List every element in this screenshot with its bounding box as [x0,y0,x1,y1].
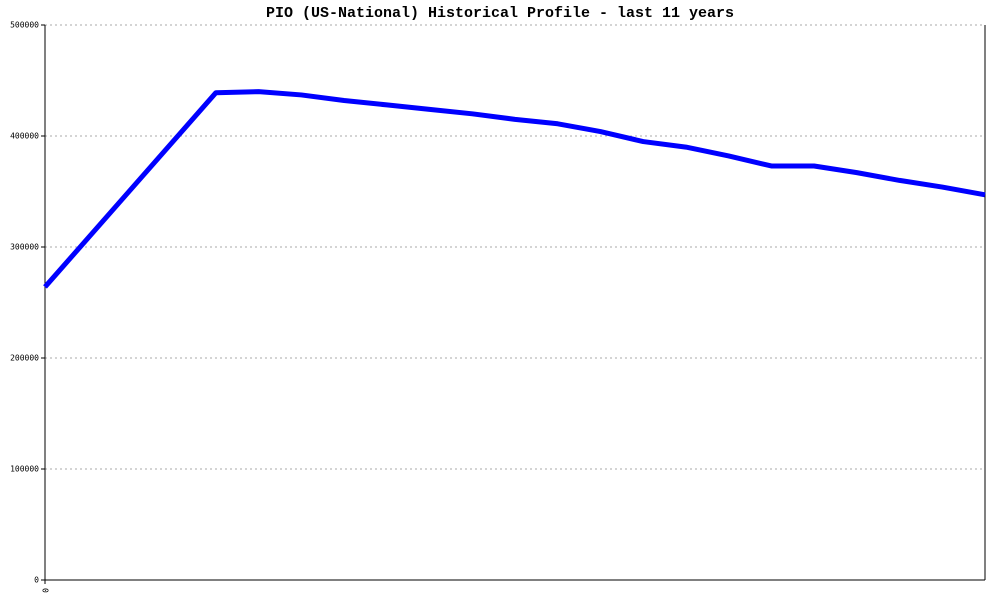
y-tick-label: 300000 [10,243,39,252]
line-series [43,89,986,289]
y-tick-label: 0 [34,576,39,585]
y-tick-label: 500000 [10,21,39,30]
y-tick-label: 200000 [10,354,39,363]
y-tick-label: 400000 [10,132,39,141]
x-tick-label: 0 [41,588,50,593]
y-tick-label: 100000 [10,465,39,474]
chart-title: PIO (US-National) Historical Profile - l… [266,5,734,22]
